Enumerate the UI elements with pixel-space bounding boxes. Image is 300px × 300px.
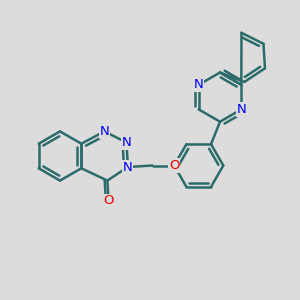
- Text: N: N: [123, 160, 133, 173]
- Text: O: O: [103, 194, 114, 207]
- Text: N: N: [100, 125, 109, 138]
- Text: O: O: [169, 159, 179, 172]
- Text: N: N: [194, 78, 204, 91]
- Text: N: N: [236, 103, 246, 116]
- Text: N: N: [122, 136, 131, 149]
